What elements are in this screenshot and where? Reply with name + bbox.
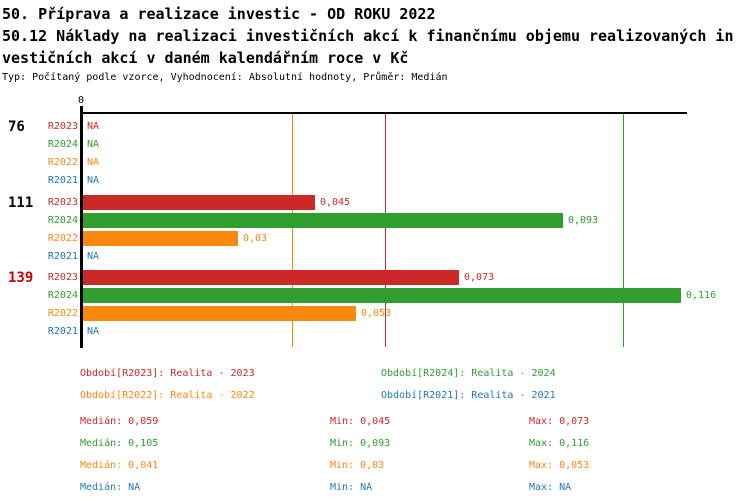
- series-label-r2021: R2021: [47, 251, 78, 262]
- report-title-line-3: vestičních akcí v daném kalendářním roce…: [2, 49, 409, 67]
- bar-value-label: 0,03: [243, 233, 268, 244]
- stat-median-r2023: Medián: 0,059: [80, 416, 159, 427]
- na-value-label: NA: [87, 157, 100, 168]
- series-label-r2022: R2022: [47, 233, 78, 244]
- x-axis-top-line: [81, 112, 687, 114]
- report-title-line-1: 50. Příprava a realizace investic - OD R…: [2, 5, 436, 23]
- group-label-139: 139: [8, 270, 34, 286]
- value-bar-r2024: [83, 213, 563, 228]
- median-line-r2022: [292, 114, 293, 347]
- na-value-label: NA: [87, 139, 100, 150]
- series-label-r2021: R2021: [47, 175, 78, 186]
- na-value-label: NA: [87, 251, 100, 262]
- group-label-76: 76: [8, 119, 25, 135]
- series-label-r2023: R2023: [47, 121, 78, 132]
- series-label-r2023: R2023: [47, 272, 78, 283]
- stat-max-r2022: Max: 0,053: [529, 460, 590, 471]
- na-value-label: NA: [87, 121, 100, 132]
- median-line-r2024: [623, 114, 624, 347]
- bar-chart: 0 76 R2023 NA R2024 NA R2022 NA R2021 NA 111 R2023…: [8, 95, 717, 348]
- report-subtitle: Typ: Počítaný podle vzorce, Vyhodnocení:…: [2, 72, 448, 83]
- bar-value-label: 0,093: [568, 215, 599, 226]
- value-bar-r2022: [83, 231, 238, 246]
- value-bar-r2023: [83, 195, 315, 210]
- value-bar-r2022: [83, 306, 356, 321]
- stat-max-r2023: Max: 0,073: [529, 416, 590, 427]
- y-axis-line: [80, 106, 83, 348]
- stat-min-r2021: Min: NA: [330, 482, 373, 493]
- bar-value-label: 0,045: [320, 197, 351, 208]
- bar-value-label: 0,053: [361, 308, 392, 319]
- legend-item-r2023: Období[R2023]: Realita - 2023: [80, 368, 255, 379]
- bar-value-label: 0,116: [686, 290, 717, 301]
- na-value-label: NA: [87, 175, 100, 186]
- stat-min-r2023: Min: 0,045: [330, 416, 391, 427]
- median-line-r2023: [385, 114, 386, 347]
- legend-item-r2021: Období[R2021]: Realita - 2021: [381, 390, 556, 401]
- stat-median-r2021: Medián: NA: [80, 482, 141, 493]
- series-label-r2021: R2021: [47, 326, 78, 337]
- stat-median-r2024: Medián: 0,105: [80, 438, 159, 449]
- value-bar-r2023: [83, 270, 459, 285]
- series-label-r2024: R2024: [47, 215, 78, 226]
- legend-item-r2024: Období[R2024]: Realita - 2024: [381, 368, 556, 379]
- axis-zero-tick-label: 0: [77, 95, 85, 106]
- series-label-r2022: R2022: [47, 157, 78, 168]
- series-label-r2022: R2022: [47, 308, 78, 319]
- legend-item-r2022: Období[R2022]: Realita - 2022: [80, 390, 255, 401]
- series-label-r2024: R2024: [47, 290, 78, 301]
- stat-min-r2024: Min: 0,093: [330, 438, 391, 449]
- series-label-r2023: R2023: [47, 197, 78, 208]
- na-value-label: NA: [87, 326, 100, 337]
- stat-max-r2021: Max: NA: [529, 482, 572, 493]
- report-title-line-2: 50.12 Náklady na realizaci investičních …: [2, 27, 734, 45]
- value-bar-r2024: [83, 288, 681, 303]
- stat-median-r2022: Medián: 0,041: [80, 460, 159, 471]
- bar-value-label: 0,073: [464, 272, 495, 283]
- group-label-111: 111: [8, 195, 34, 211]
- stat-max-r2024: Max: 0,116: [529, 438, 590, 449]
- series-label-r2024: R2024: [47, 139, 78, 150]
- stat-min-r2022: Min: 0,03: [330, 460, 385, 471]
